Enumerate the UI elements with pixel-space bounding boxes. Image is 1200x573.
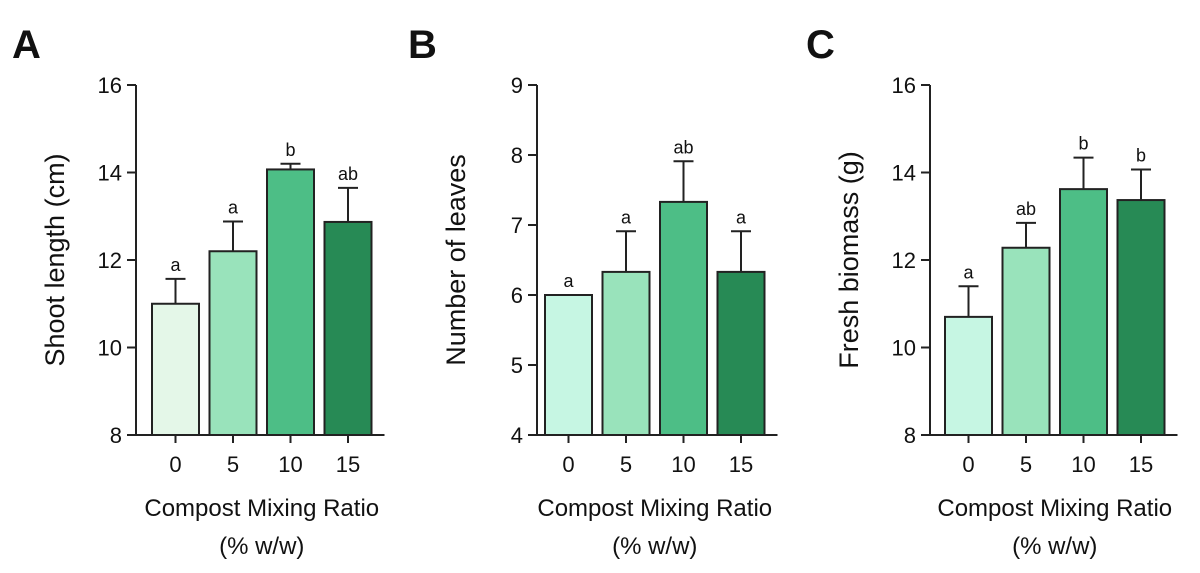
panel-b-y-tick-label: 9: [511, 73, 523, 98]
panel-a-y-axis-title: Shoot length (cm): [40, 153, 70, 366]
panel-a-x-tick-label: 10: [278, 452, 302, 477]
panel-a-bar-5: [210, 251, 257, 435]
panel-c-significance-label: b: [1078, 134, 1088, 154]
panel-b-x-tick-label: 0: [562, 452, 574, 477]
panel-a-x-axis-title: Compost Mixing Ratio: [144, 495, 379, 522]
panel-b-letter: B: [408, 23, 437, 67]
panel-a-bar-0: [152, 304, 199, 435]
panel-b-y-tick-label: 7: [511, 213, 523, 238]
panel-a-x-tick-label: 5: [227, 452, 239, 477]
panel-c-bar-10: [1060, 189, 1107, 435]
panel-a-y-tick-label: 14: [98, 161, 122, 186]
panel-c-x-axis-subtitle: (% w/w): [1012, 533, 1097, 560]
panel-c-bar-0: [945, 317, 992, 435]
panel-c-x-tick-label: 5: [1020, 452, 1032, 477]
panel-a-x-tick-label: 0: [169, 452, 181, 477]
panel-a-x-axis-subtitle: (% w/w): [219, 533, 304, 560]
panel-a-y-tick-label: 10: [98, 336, 122, 361]
panel-c-y-tick-label: 10: [892, 336, 916, 361]
panel-a-significance-label: a: [228, 198, 239, 218]
panel-a-significance-label: a: [170, 255, 181, 275]
panel-c-letter: C: [806, 23, 835, 67]
panel-b-significance-label: a: [736, 207, 747, 227]
panel-b-y-tick-label: 5: [511, 353, 523, 378]
panel-c-bar-5: [1003, 248, 1050, 435]
panel-b-y-axis-title: Number of leaves: [441, 154, 471, 366]
panel-b-x-tick-label: 15: [729, 452, 753, 477]
panel-a-letter: A: [12, 23, 41, 67]
panel-b-bar-15: [718, 272, 765, 435]
panel-c-significance-label: b: [1136, 145, 1146, 165]
panel-a-bar-10: [267, 169, 314, 435]
panel-c-y-axis-title: Fresh biomass (g): [834, 151, 864, 369]
panel-a-bar-15: [325, 222, 372, 435]
panel-b-x-axis-subtitle: (% w/w): [612, 533, 697, 560]
panel-b-y-tick-label: 4: [511, 423, 523, 448]
panel-a-y-tick-label: 8: [110, 423, 122, 448]
panel-b-x-axis-title: Compost Mixing Ratio: [537, 495, 772, 522]
panel-a-y-tick-label: 12: [98, 248, 122, 273]
panel-b-x-tick-label: 10: [671, 452, 695, 477]
panel-b-y-tick-label: 8: [511, 143, 523, 168]
panel-b-bar-0: [545, 295, 592, 435]
panel-b-bar-10: [660, 202, 707, 435]
panel-c-x-tick-label: 15: [1129, 452, 1153, 477]
panel-c-significance-label: a: [963, 262, 974, 282]
panel-b-bar-5: [603, 272, 650, 435]
panel-c-x-axis-title: Compost Mixing Ratio: [937, 495, 1172, 522]
panel-a-y-tick-label: 16: [98, 73, 122, 98]
panel-b-significance-label: ab: [673, 137, 693, 157]
panel-c-bar-15: [1118, 200, 1165, 435]
panel-c-x-tick-label: 10: [1071, 452, 1095, 477]
panel-c-y-tick-label: 8: [904, 423, 916, 448]
panel-b-significance-label: a: [563, 271, 574, 291]
panel-c-significance-label: ab: [1016, 199, 1036, 219]
panel-c-y-tick-label: 16: [892, 73, 916, 98]
panel-b-y-tick-label: 6: [511, 283, 523, 308]
panel-c-y-tick-label: 14: [892, 161, 916, 186]
panel-a-significance-label: b: [285, 140, 295, 160]
panel-a-x-tick-label: 15: [336, 452, 360, 477]
panel-a-significance-label: ab: [338, 164, 358, 184]
panel-b-significance-label: a: [621, 207, 632, 227]
panel-c-y-tick-label: 12: [892, 248, 916, 273]
panel-b-x-tick-label: 5: [620, 452, 632, 477]
panel-c-x-tick-label: 0: [962, 452, 974, 477]
